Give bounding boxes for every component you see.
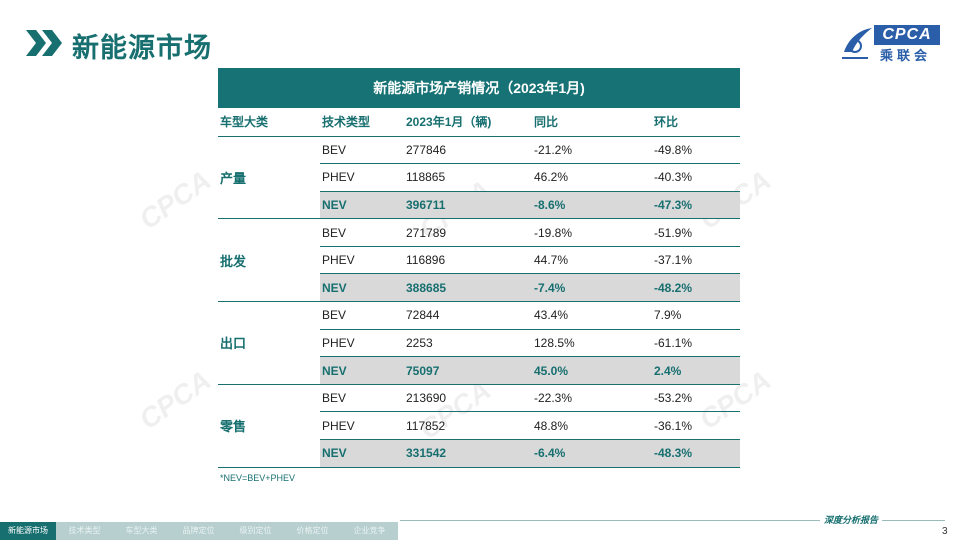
table-row: PHEV 116896 44.7% -37.1% — [218, 246, 740, 275]
mom-cell: -36.1% — [652, 411, 740, 441]
section-tab[interactable]: 新能源市场 — [0, 522, 56, 540]
tech-type-cell: NEV — [320, 356, 404, 385]
header-mom: 环比 — [652, 108, 740, 137]
table-row: PHEV 118865 46.2% -40.3% — [218, 163, 740, 192]
page-number: 3 — [942, 526, 948, 537]
footer-slogan: 深度分析报告 — [820, 513, 883, 526]
footnote: *NEV=BEV+PHEV — [220, 473, 296, 483]
tech-type-cell: PHEV — [320, 246, 404, 275]
logo-cn-text: 乘联会 — [880, 48, 932, 63]
volume-cell: 75097 — [404, 356, 532, 385]
table-row: PHEV 2253 128.5% -61.1% — [218, 329, 740, 358]
data-table: 车型大类 技术类型 2023年1月（辆) 同比 环比 产量 BEV 277846 -2… — [218, 108, 740, 468]
tech-type-cell: NEV — [320, 191, 404, 220]
volume-cell: 277846 — [404, 136, 532, 165]
mom-cell: -37.1% — [652, 246, 740, 275]
section-tab[interactable]: 价格定位 — [284, 522, 341, 540]
mom-cell: -61.1% — [652, 329, 740, 358]
table-row: 批发 BEV 271789 -19.8% -51.9% — [218, 218, 740, 303]
tech-type-cell: NEV — [320, 439, 404, 468]
mom-cell: 7.9% — [652, 301, 740, 330]
table-row: 出口 BEV 72844 43.4% 7.9% — [218, 301, 740, 385]
chevron-double-right-icon — [26, 30, 62, 56]
volume-cell: 331542 — [404, 439, 532, 468]
cpca-logo-icon — [842, 28, 872, 59]
table-row: 产量 BEV 277846 -21.2% -49.8% — [218, 136, 740, 220]
tech-type-cell: BEV — [320, 136, 404, 165]
table-row: 零售 BEV 213690 -22.3% -53.2% — [218, 384, 740, 468]
tech-type-cell: BEV — [320, 218, 404, 247]
yoy-cell: 48.8% — [532, 411, 652, 441]
category-cell: 零售 — [218, 384, 320, 468]
table-row: NEV 75097 45.0% 2.4% — [218, 356, 740, 385]
header-yoy: 同比 — [532, 108, 652, 137]
mom-cell: 2.4% — [652, 356, 740, 385]
tech-type-cell: NEV — [320, 273, 404, 303]
category-cell: 产量 — [218, 136, 320, 220]
yoy-cell: -8.6% — [532, 191, 652, 220]
section-tab[interactable]: 企业竞争 — [341, 522, 398, 540]
category-cell: 批发 — [218, 218, 320, 303]
footer-divider — [400, 520, 945, 521]
yoy-cell: 45.0% — [532, 356, 652, 385]
table-header-row: 车型大类 技术类型 2023年1月（辆) 同比 环比 — [218, 108, 740, 137]
volume-cell: 388685 — [404, 273, 532, 303]
mom-cell: -48.2% — [652, 273, 740, 303]
header-volume: 2023年1月（辆) — [404, 108, 532, 137]
tech-type-cell: PHEV — [320, 163, 404, 192]
yoy-cell: 128.5% — [532, 329, 652, 358]
volume-cell: 396711 — [404, 191, 532, 220]
tech-type-cell: PHEV — [320, 411, 404, 441]
header-tech-type: 技术类型 — [320, 108, 404, 137]
volume-cell: 116896 — [404, 246, 532, 275]
mom-cell: -49.8% — [652, 136, 740, 165]
volume-cell: 213690 — [404, 384, 532, 413]
mom-cell: -53.2% — [652, 384, 740, 413]
volume-cell: 118865 — [404, 163, 532, 192]
section-tab[interactable]: 品牌定位 — [170, 522, 227, 540]
section-tabs: 新能源市场 技术类型 车型大类 品牌定位 级别定位 价格定位 企业竞争 — [0, 522, 398, 540]
table-row: NEV 331542 -6.4% -48.3% — [218, 439, 740, 468]
mom-cell: -40.3% — [652, 163, 740, 192]
yoy-cell: 46.2% — [532, 163, 652, 192]
market-table: 新能源市场产销情况（2023年1月) 车型大类 技术类型 2023年1月（辆) … — [218, 68, 740, 468]
section-tab[interactable]: 车型大类 — [113, 522, 170, 540]
volume-cell: 117852 — [404, 411, 532, 441]
table-row: PHEV 117852 48.8% -36.1% — [218, 411, 740, 441]
section-tab[interactable]: 技术类型 — [56, 522, 113, 540]
yoy-cell: -19.8% — [532, 218, 652, 247]
page-title: 新能源市场 — [72, 33, 212, 63]
tech-type-cell: BEV — [320, 301, 404, 330]
section-tab[interactable]: 级别定位 — [227, 522, 284, 540]
yoy-cell: -6.4% — [532, 439, 652, 468]
table-row: NEV 388685 -7.4% -48.2% — [218, 273, 740, 303]
yoy-cell: -21.2% — [532, 136, 652, 165]
volume-cell: 72844 — [404, 301, 532, 330]
yoy-cell: -22.3% — [532, 384, 652, 413]
logo-text: CPCA — [874, 25, 940, 45]
table-row: NEV 396711 -8.6% -47.3% — [218, 191, 740, 220]
volume-cell: 271789 — [404, 218, 532, 247]
category-cell: 出口 — [218, 301, 320, 385]
yoy-cell: -7.4% — [532, 273, 652, 303]
table-title: 新能源市场产销情况（2023年1月) — [218, 68, 740, 108]
mom-cell: -51.9% — [652, 218, 740, 247]
yoy-cell: 43.4% — [532, 301, 652, 330]
mom-cell: -48.3% — [652, 439, 740, 468]
yoy-cell: 44.7% — [532, 246, 652, 275]
cpca-logo: CPCA 乘联会 — [838, 22, 940, 63]
tech-type-cell: BEV — [320, 384, 404, 413]
header-category: 车型大类 — [218, 108, 320, 137]
tech-type-cell: PHEV — [320, 329, 404, 358]
volume-cell: 2253 — [404, 329, 532, 358]
mom-cell: -47.3% — [652, 191, 740, 220]
